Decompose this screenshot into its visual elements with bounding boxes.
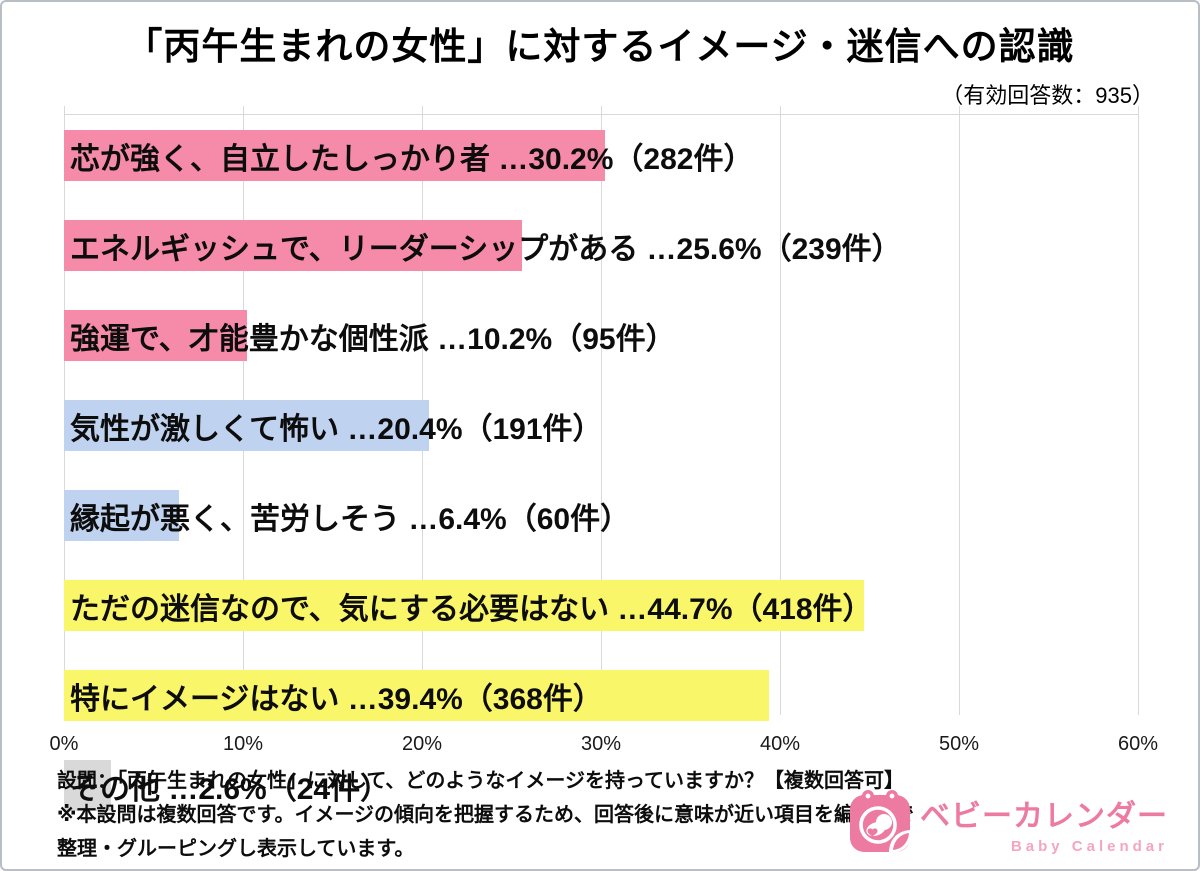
bar: その他 …2.6%（24件） (64, 760, 390, 811)
bar-row: 特にイメージはない …39.4%（368件） (64, 670, 1138, 745)
bar-label: 強運で、才能豊かな個性派 …10.2%（95件） (70, 322, 676, 356)
bar-label: 特にイメージはない …39.4%（368件） (70, 682, 603, 716)
bar-label: 芯が強く、自立したしっかり者 …30.2%（282件） (70, 142, 754, 176)
gridline (601, 106, 602, 715)
plot-area: 芯が強く、自立したしっかり者 …30.2%（282件） エネルギッシュで、リーダー… (64, 106, 1139, 811)
bar-row: その他 …2.6%（24件） (64, 760, 1138, 835)
bar: エネルギッシュで、リーダーシップがある …25.6%（239件） (64, 220, 902, 271)
footnote-line: ※本設問は複数回答です。イメージの傾向を把握するため、回答後に意味が近い項目を編… (57, 804, 915, 826)
brand-name-english: Baby Calendar (1010, 837, 1168, 855)
bar-row: 縁起が悪く、苦労しそう …6.4%（60件） (64, 490, 1138, 565)
x-tick-label: 40% (759, 733, 801, 755)
x-tick-label: 20% (401, 733, 443, 755)
x-tick-label: 50% (938, 733, 980, 755)
bar-label: エネルギッシュで、リーダーシップがある …25.6%（239件） (70, 232, 902, 266)
bar-row: 芯が強く、自立したしっかり者 …30.2%（282件） (64, 130, 1138, 205)
footnote: 設問：「丙午生まれの女性」に対して、どのようなイメージを持っていますか？【複数回… (57, 764, 914, 866)
bar-row: 気性が激しくて怖い …20.4%（191件） (64, 400, 1138, 475)
footnote-line: 整理・グルーピングし表示しています。 (57, 838, 415, 860)
bar-rows: 芯が強く、自立したしっかり者 …30.2%（282件） エネルギッシュで、リーダー… (64, 115, 1138, 811)
valid-responses-note: （有効回答数：935） (941, 83, 1154, 108)
bar: 強運で、才能豊かな個性派 …10.2%（95件） (64, 310, 676, 361)
footnote-line: 設問：「丙午生まれの女性」に対して、どのようなイメージを持っていますか？【複数回… (57, 770, 904, 792)
x-tick-label: 30% (580, 733, 622, 755)
brand-name-japanese: ベビーカレンダー (920, 799, 1168, 833)
bar: 芯が強く、自立したしっかり者 …30.2%（282件） (64, 130, 753, 181)
bar-label: 気性が激しくて怖い …20.4%（191件） (70, 412, 603, 446)
x-tick-label: 60% (1117, 733, 1159, 755)
bar: 縁起が悪く、苦労しそう …6.4%（60件） (64, 490, 630, 541)
bar: 気性が激しくて怖い …20.4%（191件） (64, 400, 603, 451)
chart-title: 「丙午生まれの女性」に対するイメージ・迷信への認識 (125, 26, 1075, 67)
bar: ただの迷信なので、気にする必要はない …44.7%（418件） (64, 580, 873, 631)
bar-row: 強運で、才能豊かな個性派 …10.2%（95件） (64, 310, 1138, 385)
bar-label: ただの迷信なので、気にする必要はない …44.7%（418件） (70, 592, 873, 626)
x-tick-label: 10% (222, 733, 264, 755)
babycalendar-wordmark: ベビーカレンダー Baby Calendar (920, 791, 1168, 855)
babycalendar-logo: ベビーカレンダー Baby Calendar (849, 786, 1168, 859)
gridline (780, 106, 781, 715)
x-tick-label: 0% (49, 733, 79, 755)
gridline (959, 106, 960, 715)
bar-label: 縁起が悪く、苦労しそう …6.4%（60件） (70, 502, 631, 536)
gridline (1138, 106, 1139, 715)
babycalendar-calendar-icon (849, 786, 912, 859)
bar-row: エネルギッシュで、リーダーシップがある …25.6%（239件） (64, 220, 1138, 295)
bar-label: その他 …2.6%（24件） (70, 772, 391, 806)
bar-row: ただの迷信なので、気にする必要はない …44.7%（418件） (64, 580, 1138, 655)
x-axis: 0% 10% 20% 30% 40% 50% 60% (50, 733, 1158, 761)
bar: 特にイメージはない …39.4%（368件） (64, 670, 770, 721)
